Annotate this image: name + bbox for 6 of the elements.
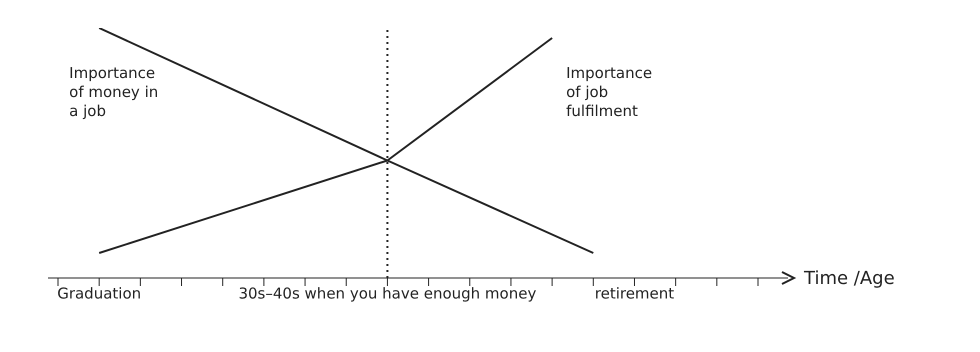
- x-tick-label: retirement: [594, 284, 674, 303]
- x-axis-title: Time /Age: [803, 268, 895, 289]
- x-tick-label: Graduation: [57, 284, 142, 303]
- x-tick-label: 30s–40s when you have enough money: [238, 284, 536, 303]
- series-label: Importance of job fulfilment: [566, 64, 652, 120]
- series-label: Importance of money in a job: [69, 64, 158, 120]
